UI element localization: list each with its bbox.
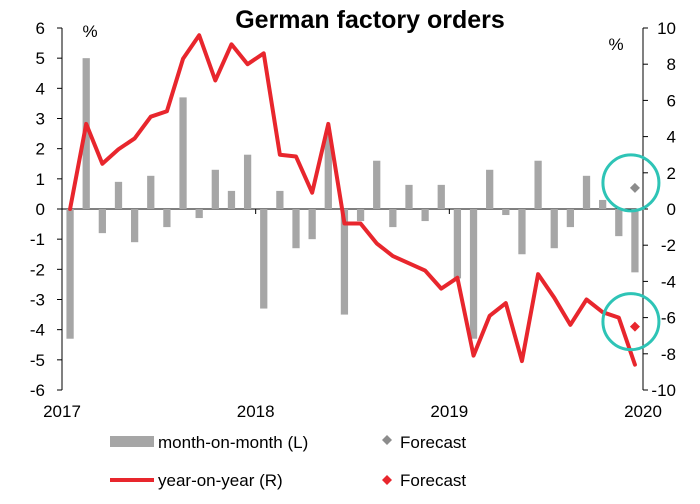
right-axis-unit: %	[608, 35, 623, 54]
right-tick-label: 8	[667, 55, 676, 74]
left-tick-label: 4	[36, 79, 45, 98]
left-tick-label: -2	[30, 260, 45, 279]
left-tick-label: -3	[30, 291, 45, 310]
mom-bar	[373, 160, 381, 209]
forecast-highlight-circle	[601, 153, 661, 213]
left-tick-label: -6	[30, 381, 45, 400]
mom-bar	[308, 209, 316, 240]
mom-bar	[502, 209, 510, 216]
mom-bar	[437, 184, 445, 209]
mom-bar	[405, 184, 413, 209]
mom-bar	[98, 209, 106, 234]
mom-bar	[130, 209, 139, 243]
left-axis-unit: %	[82, 22, 97, 41]
x-tick-label: 2020	[624, 402, 662, 421]
mom-bar	[276, 190, 284, 209]
mom-bar	[179, 97, 187, 209]
chart-title: German factory orders	[235, 6, 505, 34]
mom-bar	[550, 209, 558, 249]
mom-bar	[114, 181, 123, 209]
mom-bar	[195, 209, 203, 219]
legend-swatch-forecast-grey	[382, 435, 392, 445]
left-tick-label: 2	[36, 140, 45, 159]
mom-bar	[486, 169, 494, 209]
forecast-markers	[601, 153, 661, 352]
forecast-highlight-circle	[601, 292, 661, 352]
legend-swatch-mom	[110, 436, 154, 447]
legend-swatch-forecast-red	[382, 475, 392, 485]
mom-bar	[227, 190, 236, 209]
mom-bar	[324, 133, 332, 209]
x-tick-label: 2018	[237, 402, 275, 421]
mom-bar	[147, 175, 155, 209]
mom-bar	[340, 209, 349, 315]
forecast-marker	[629, 321, 640, 332]
line-series	[68, 33, 637, 367]
mom-bar	[243, 154, 252, 209]
left-tick-label: 1	[36, 170, 45, 189]
right-tick-label: 0	[667, 200, 676, 219]
axes-layer: 6543210-1-2-3-4-5-61086420-2-4-6-8-10201…	[30, 19, 676, 421]
right-tick-label: -10	[651, 381, 676, 400]
left-tick-label: -1	[30, 230, 45, 249]
left-tick-label: 5	[36, 49, 45, 68]
right-tick-label: -2	[661, 236, 676, 255]
mom-bar	[615, 209, 623, 237]
bar-series	[66, 58, 639, 339]
mom-bar	[599, 199, 607, 209]
right-tick-label: 2	[667, 164, 676, 183]
mom-bar	[518, 209, 526, 255]
mom-bar	[582, 175, 591, 209]
mom-bar	[356, 209, 365, 222]
mom-bar	[163, 209, 171, 228]
mom-bar	[66, 209, 74, 339]
left-tick-label: -5	[30, 351, 45, 370]
mom-bar	[260, 209, 268, 309]
legend: month-on-month (L) Forecast year-on-year (…	[110, 433, 466, 490]
legend-label-forecast-grey: Forecast	[400, 433, 466, 452]
legend-label-yoy: year-on-year (R)	[158, 471, 283, 490]
left-tick-label: 0	[36, 200, 45, 219]
x-tick-label: 2017	[43, 402, 81, 421]
mom-bar	[534, 160, 542, 209]
legend-label-mom: month-on-month (L)	[158, 433, 308, 452]
left-tick-label: 3	[36, 110, 45, 129]
legend-label-forecast-red: Forecast	[400, 471, 466, 490]
mom-bar	[566, 209, 575, 228]
mom-bar	[469, 209, 478, 339]
right-tick-label: 6	[667, 91, 676, 110]
right-tick-label: 10	[657, 19, 676, 38]
mom-bar	[421, 209, 429, 222]
right-tick-label: -4	[661, 272, 676, 291]
x-tick-label: 2019	[430, 402, 468, 421]
mom-bar	[389, 209, 397, 228]
mom-bar	[292, 209, 300, 249]
left-tick-label: -4	[30, 321, 45, 340]
right-tick-label: -6	[661, 309, 676, 328]
yoy-line	[68, 33, 637, 367]
mom-bar	[453, 209, 462, 279]
mom-bar	[631, 209, 639, 273]
right-tick-label: 4	[667, 128, 676, 147]
mom-bar	[211, 169, 219, 209]
left-tick-label: 6	[36, 19, 45, 38]
forecast-marker	[629, 182, 640, 193]
right-tick-label: -8	[661, 345, 676, 364]
